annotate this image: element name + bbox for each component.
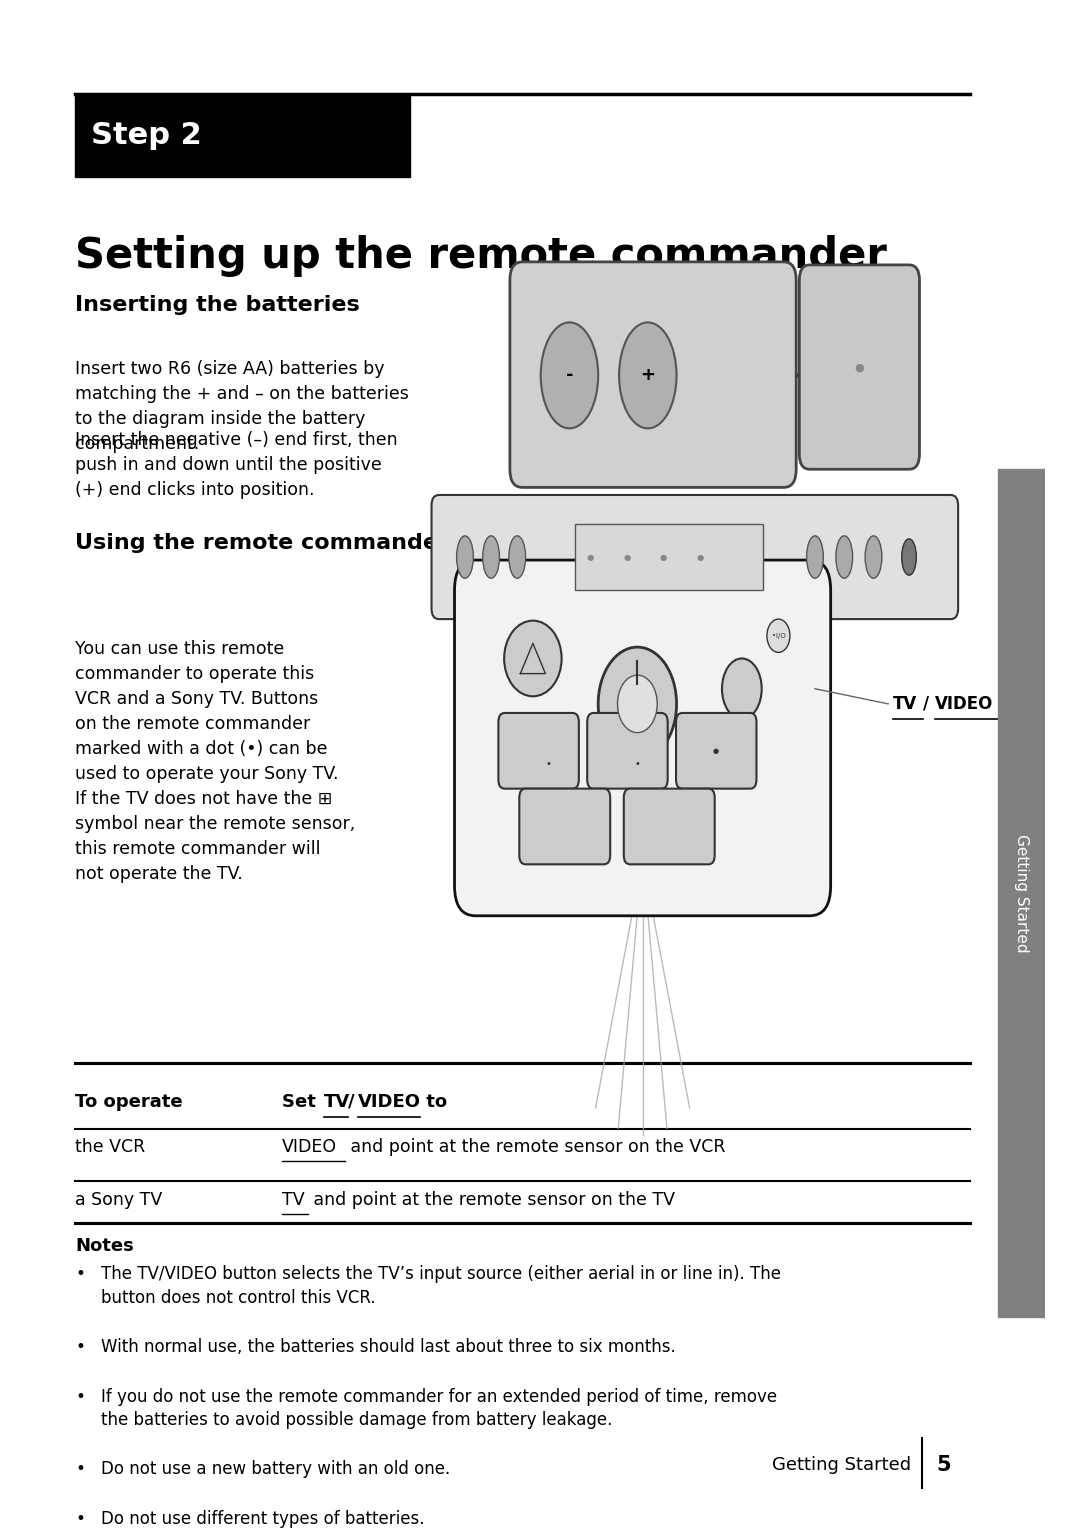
Text: The TV/VIDEO button selects the TV’s input source (either aerial in or line in).: The TV/VIDEO button selects the TV’s inp… — [102, 1266, 781, 1307]
FancyBboxPatch shape — [519, 789, 610, 864]
FancyBboxPatch shape — [676, 713, 756, 789]
FancyBboxPatch shape — [432, 495, 958, 619]
Text: Getting Started: Getting Started — [1014, 833, 1029, 953]
Ellipse shape — [865, 535, 882, 578]
Ellipse shape — [836, 535, 852, 578]
Bar — [76, 93, 409, 177]
Text: Do not use a new battery with an old one.: Do not use a new battery with an old one… — [102, 1460, 450, 1479]
Text: ●: ● — [697, 552, 704, 561]
Text: ●: ● — [713, 748, 719, 754]
Text: VIDEO: VIDEO — [359, 1093, 421, 1112]
Text: VIDEO: VIDEO — [935, 694, 994, 713]
Ellipse shape — [723, 659, 761, 719]
Ellipse shape — [598, 647, 676, 760]
Text: VIDEO: VIDEO — [282, 1138, 337, 1156]
Text: a Sony TV: a Sony TV — [76, 1191, 162, 1209]
Ellipse shape — [541, 323, 598, 428]
FancyBboxPatch shape — [624, 789, 715, 864]
Text: Inserting the batteries: Inserting the batteries — [76, 295, 360, 315]
Text: /: / — [922, 694, 929, 713]
Text: and point at the remote sensor on the VCR: and point at the remote sensor on the VC… — [345, 1138, 726, 1156]
Text: With normal use, the batteries should last about three to six months.: With normal use, the batteries should la… — [102, 1338, 676, 1356]
Text: Do not use different types of batteries.: Do not use different types of batteries. — [102, 1511, 424, 1527]
FancyBboxPatch shape — [799, 265, 919, 469]
Bar — [575, 524, 762, 590]
Text: •: • — [76, 1388, 85, 1405]
Text: /: / — [348, 1093, 354, 1112]
Text: TV: TV — [893, 694, 918, 713]
FancyBboxPatch shape — [588, 713, 667, 789]
Ellipse shape — [807, 535, 823, 578]
FancyBboxPatch shape — [455, 560, 831, 916]
Text: •: • — [76, 1511, 85, 1527]
Text: Getting Started: Getting Started — [772, 1456, 912, 1474]
Text: •: • — [76, 1266, 85, 1283]
Ellipse shape — [504, 621, 562, 696]
Text: Insert the negative (–) end first, then
push in and down until the positive
(+) : Insert the negative (–) end first, then … — [76, 431, 397, 500]
Text: •: • — [634, 760, 640, 769]
Text: TV: TV — [282, 1191, 305, 1209]
Text: To operate: To operate — [76, 1093, 183, 1112]
Text: ●: ● — [623, 552, 631, 561]
Text: Step 2: Step 2 — [91, 121, 202, 150]
Ellipse shape — [483, 535, 499, 578]
Ellipse shape — [902, 538, 916, 575]
Text: Using the remote commander: Using the remote commander — [76, 532, 449, 553]
Text: ●: ● — [854, 362, 864, 373]
Ellipse shape — [457, 535, 473, 578]
Text: •: • — [76, 1338, 85, 1356]
Text: Insert two R6 (size AA) batteries by
matching the + and – on the batteries
to th: Insert two R6 (size AA) batteries by mat… — [76, 361, 409, 453]
Text: -: - — [566, 367, 573, 384]
Text: Setting up the remote commander: Setting up the remote commander — [76, 234, 887, 277]
FancyBboxPatch shape — [510, 261, 796, 488]
Text: TV: TV — [324, 1093, 350, 1112]
Text: You can use this remote
commander to operate this
VCR and a Sony TV. Buttons
on : You can use this remote commander to ope… — [76, 641, 355, 884]
Text: •: • — [76, 1460, 85, 1479]
Text: •: • — [545, 760, 552, 769]
Bar — [998, 469, 1044, 1316]
Ellipse shape — [618, 676, 658, 732]
Ellipse shape — [509, 535, 526, 578]
Text: to: to — [420, 1093, 447, 1112]
Text: ●: ● — [586, 552, 594, 561]
Text: the VCR: the VCR — [76, 1138, 146, 1156]
Text: +: + — [640, 367, 656, 384]
Text: ●: ● — [660, 552, 667, 561]
Text: Set: Set — [282, 1093, 322, 1112]
FancyBboxPatch shape — [498, 713, 579, 789]
Text: •I/O: •I/O — [771, 633, 785, 639]
Text: 5: 5 — [936, 1456, 950, 1475]
Ellipse shape — [767, 619, 789, 653]
Text: and point at the remote sensor on the TV: and point at the remote sensor on the TV — [308, 1191, 675, 1209]
Text: If you do not use the remote commander for an extended period of time, remove
th: If you do not use the remote commander f… — [102, 1388, 778, 1430]
Ellipse shape — [619, 323, 676, 428]
Text: Remote sensor: Remote sensor — [578, 526, 706, 540]
Text: Notes: Notes — [76, 1237, 134, 1255]
